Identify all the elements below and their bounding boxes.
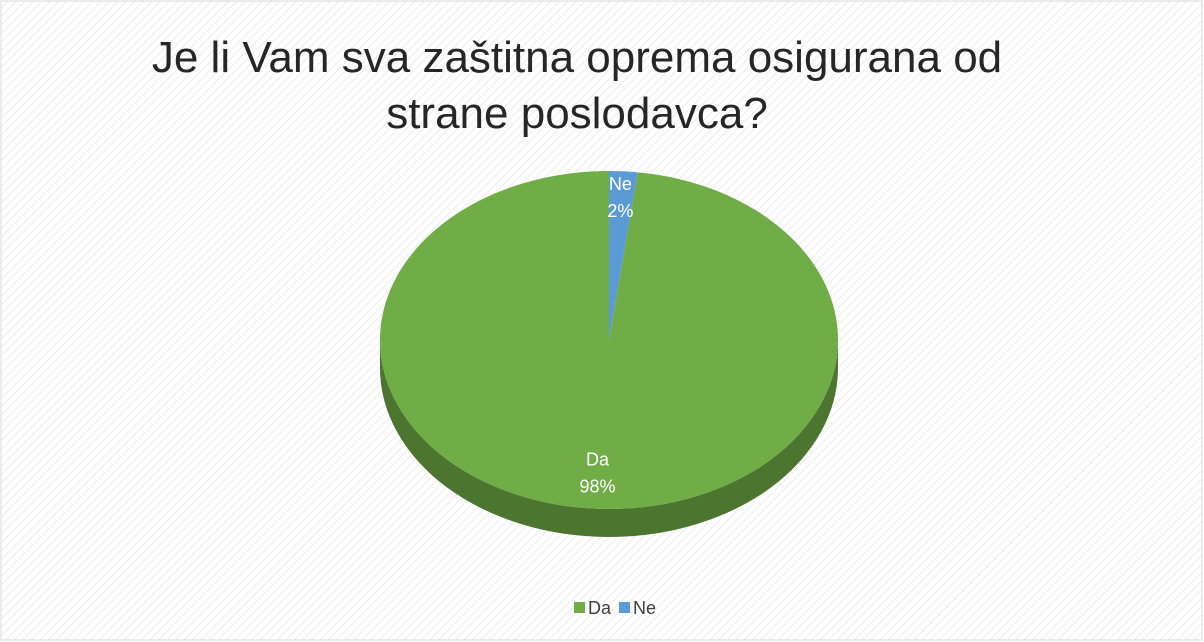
data-label-value: 2% <box>607 201 633 221</box>
pie-slice <box>380 171 839 509</box>
pie-side <box>380 340 838 537</box>
data-label-name: Da <box>586 450 610 470</box>
data-label-name: Ne <box>609 174 632 194</box>
legend-label: Da <box>588 598 612 618</box>
chart-title: Je li Vam sva zaštitna oprema osigurana … <box>151 33 1003 138</box>
legend-label: Ne <box>633 598 656 618</box>
legend-swatch <box>619 602 631 613</box>
data-label-value: 98% <box>579 477 615 497</box>
legend-swatch <box>574 602 585 613</box>
pie-slice <box>609 171 638 340</box>
